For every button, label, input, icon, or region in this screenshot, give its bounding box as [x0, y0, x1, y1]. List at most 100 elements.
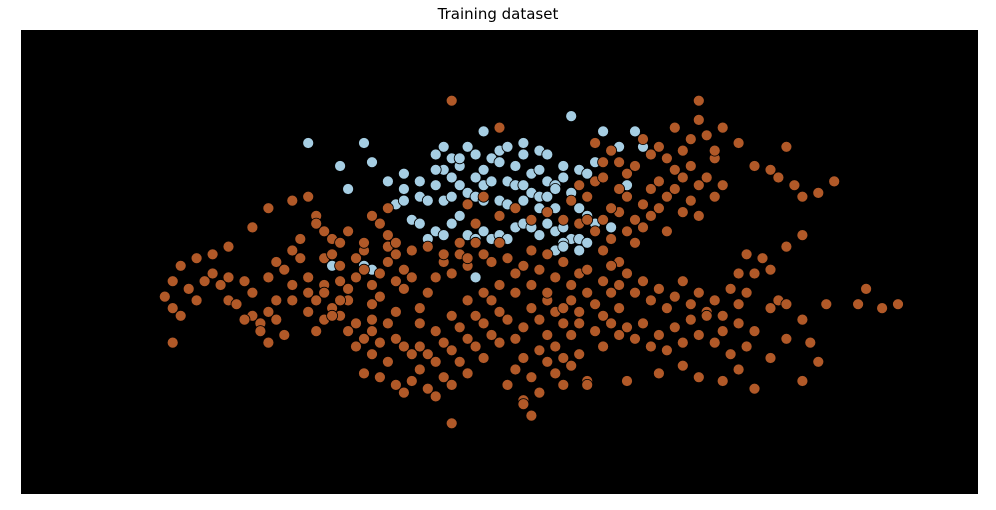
scatter-point-s0-106	[469, 271, 482, 284]
scatter-point-s1-179	[645, 209, 657, 222]
scatter-point-s1-241	[740, 286, 753, 299]
scatter-point-s0-98	[581, 236, 594, 249]
scatter-point-s1-128	[565, 279, 578, 291]
scatter-point-s1-197	[605, 144, 617, 157]
scatter-point-s1-12	[166, 275, 179, 288]
scatter-point-s1-15	[174, 309, 187, 322]
scatter-point-s1-248	[661, 344, 673, 357]
scatter-point-s1-53	[373, 267, 386, 280]
scatter-point-s1-219	[812, 186, 825, 199]
scatter-point-s1-3	[262, 202, 275, 215]
scatter-point-s1-150	[597, 340, 609, 353]
scatter-point-s1-33	[294, 252, 307, 265]
scatter-point-s0-32	[477, 163, 490, 176]
scatter-point-s1-14	[158, 290, 171, 303]
scatter-point-s1-164	[573, 348, 586, 361]
scatter-point-s1-19	[222, 271, 235, 284]
scatter-point-s1-93	[437, 371, 450, 384]
scatter-point-s1-92	[429, 390, 442, 403]
scatter-point-s1-306	[445, 94, 458, 107]
scatter-point-s1-131	[509, 332, 522, 345]
scatter-point-s0-1	[358, 137, 370, 149]
scatter-point-s1-183	[661, 225, 673, 238]
scatter-point-s1-113	[445, 267, 458, 280]
scatter-point-s1-119	[493, 236, 506, 249]
scatter-point-s1-64	[270, 313, 283, 326]
scatter-point-s0-81	[477, 225, 490, 238]
scatter-point-s1-231	[661, 302, 673, 315]
scatter-point-s1-318	[358, 236, 370, 249]
scatter-point-s1-32	[286, 244, 299, 257]
scatter-point-s1-18	[214, 279, 227, 291]
scatter-point-s1-215	[772, 171, 785, 184]
scatter-point-s1-245	[637, 317, 649, 330]
scatter-point-s1-278	[780, 332, 793, 345]
scatter-point-s1-76	[381, 317, 394, 330]
scatter-point-s1-34	[294, 233, 307, 245]
scatter-point-s1-16	[166, 336, 179, 349]
scatter-point-s1-109	[413, 302, 426, 315]
scatter-point-s1-315	[373, 217, 386, 230]
scatter-point-s1-50	[366, 279, 378, 291]
scatter-point-s1-101	[469, 340, 482, 353]
scatter-point-s0-104	[557, 240, 570, 253]
scatter-point-s1-77	[389, 332, 402, 345]
scatter-point-s1-41	[326, 248, 339, 261]
scatter-point-s1-28	[262, 271, 275, 284]
scatter-point-s1-316	[366, 209, 378, 222]
scatter-point-s1-225	[613, 279, 625, 291]
scatter-point-s1-293	[525, 213, 538, 226]
scatter-point-s1-22	[246, 286, 259, 299]
scatter-point-s1-280	[812, 355, 825, 368]
scatter-point-s1-211	[716, 121, 729, 134]
scatter-point-s1-296	[565, 194, 578, 207]
scatter-point-s1-274	[716, 375, 729, 387]
scatter-point-s1-308	[453, 236, 466, 249]
scatter-point-s0-19	[557, 160, 570, 172]
scatter-point-s1-292	[509, 202, 522, 215]
scatter-point-s1-156	[509, 363, 522, 376]
scatter-point-s1-23	[238, 275, 251, 288]
scatter-point-s1-312	[405, 244, 418, 257]
scatter-point-s1-140	[549, 340, 562, 353]
scatter-point-s1-42	[334, 259, 347, 272]
scatter-point-s1-255	[716, 325, 729, 338]
scatter-point-s1-96	[445, 378, 458, 391]
scatter-point-s1-270	[621, 375, 633, 387]
scatter-point-s1-123	[525, 244, 538, 257]
scatter-point-s0-47	[469, 171, 482, 184]
scatter-point-s1-329	[389, 305, 402, 318]
scatter-point-s1-281	[796, 375, 809, 387]
scatter-point-s1-301	[605, 202, 617, 215]
scatter-point-s1-172	[621, 225, 633, 238]
scatter-point-s0-76	[413, 217, 426, 230]
scatter-point-s0-55	[541, 190, 554, 203]
scatter-point-s1-193	[708, 190, 721, 203]
scatter-point-s0-45	[445, 171, 458, 184]
chart-title: Training dataset	[437, 5, 559, 23]
scatter-point-s1-110	[421, 286, 434, 299]
scatter-point-s1-133	[517, 321, 530, 334]
scatter-point-s0-2	[366, 156, 378, 169]
scatter-point-s1-136	[533, 344, 546, 357]
scatter-point-s1-97	[453, 355, 466, 368]
scatter-point-s1-104	[477, 352, 490, 364]
scatter-point-s1-65	[278, 329, 291, 341]
scatter-point-s1-61	[238, 313, 251, 326]
scatter-point-s1-341	[445, 417, 458, 430]
scatter-point-s1-187	[676, 171, 689, 184]
scatter-point-s1-337	[525, 279, 538, 291]
scatter-point-s1-321	[318, 225, 331, 238]
scatter-point-s1-87	[413, 363, 426, 376]
scatter-point-s1-72	[350, 317, 362, 330]
scatter-point-s1-324	[326, 309, 339, 322]
scatter-point-s1-230	[653, 282, 665, 295]
scatter-point-s1-81	[366, 348, 378, 361]
scatter-point-s1-218	[796, 190, 809, 203]
scatter-point-s1-223	[597, 275, 609, 288]
scatter-point-s1-124	[533, 263, 546, 276]
scatter-point-s1-29	[270, 256, 283, 268]
scatter-point-s1-154	[613, 329, 625, 341]
scatter-point-s1-198	[613, 156, 625, 169]
scatter-point-s1-331	[429, 325, 442, 338]
